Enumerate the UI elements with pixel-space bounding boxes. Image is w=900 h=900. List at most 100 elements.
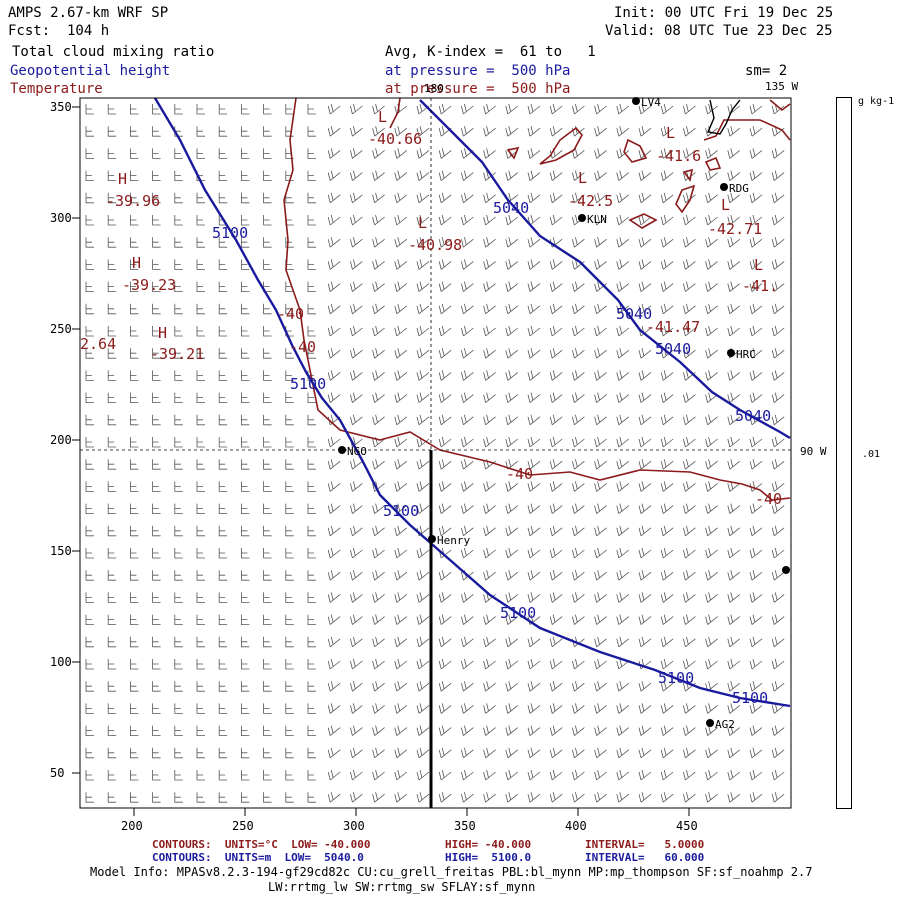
wind-barb	[660, 725, 674, 736]
station-label: HRC	[736, 348, 756, 361]
wind-barb	[483, 126, 496, 137]
wind-barb	[727, 503, 741, 514]
forecast-hour: Fcst: 104 h	[8, 23, 110, 39]
wind-barb	[660, 170, 674, 181]
wind-barb	[372, 725, 385, 736]
wind-barb	[638, 281, 652, 292]
wind-barb	[85, 614, 94, 625]
wind-barb	[394, 614, 408, 625]
wind-barb	[263, 659, 272, 670]
wind-barb	[727, 636, 741, 648]
wind-barb	[594, 126, 607, 137]
temperature-label: -39.23	[122, 276, 176, 294]
wind-barb	[307, 303, 316, 315]
wind-barb	[461, 681, 474, 692]
wind-barb	[660, 414, 674, 426]
wind-barb	[416, 103, 430, 115]
wind-barb	[85, 326, 94, 337]
wind-barb	[218, 459, 228, 470]
wind-barb	[327, 481, 341, 492]
wind-barb	[307, 104, 316, 115]
wind-barb	[727, 459, 741, 470]
wind-barb	[727, 769, 741, 781]
wind-barb	[483, 103, 496, 115]
wind-barb	[572, 414, 585, 426]
wind-barb	[327, 503, 341, 514]
wind-barb	[218, 592, 228, 603]
wind-barb	[660, 792, 674, 803]
wind-barb	[241, 259, 250, 270]
wind-barb	[107, 237, 117, 248]
wind-barb	[285, 481, 294, 492]
wind-barb	[152, 104, 161, 115]
wind-barb	[549, 614, 563, 625]
wind-barb	[241, 548, 250, 559]
wind-barb	[196, 592, 205, 603]
wind-barb	[394, 658, 408, 670]
wind-barb	[438, 259, 452, 270]
wind-barb	[438, 192, 452, 204]
height-contour-label: 5040	[735, 407, 771, 425]
wind-barb	[350, 525, 363, 537]
wind-barb	[416, 392, 430, 403]
wind-barb	[705, 570, 718, 581]
wind-barb	[372, 525, 385, 537]
wind-barb	[705, 525, 718, 537]
wind-barb	[152, 215, 161, 226]
wind-barb	[705, 436, 718, 448]
wind-barb	[107, 459, 117, 470]
wind-barb	[527, 348, 541, 359]
wind-barb	[505, 570, 519, 581]
field-height: Geopotential height	[10, 63, 171, 79]
wind-barb	[705, 769, 718, 781]
wind-barb	[152, 792, 161, 803]
wind-barb	[549, 414, 563, 426]
wind-barb	[483, 636, 496, 648]
wind-barb	[327, 192, 341, 204]
wind-barb	[307, 503, 316, 514]
wind-barb	[461, 214, 474, 226]
wind-barb	[683, 126, 696, 137]
wind-barb	[218, 614, 228, 625]
wind-barb	[327, 370, 341, 381]
wind-barb	[307, 636, 316, 648]
wind-barb	[683, 547, 696, 559]
wind-barb	[727, 170, 741, 181]
station-label: Henry	[437, 534, 470, 547]
wind-barb	[616, 392, 630, 403]
wind-barb	[549, 348, 563, 359]
wind-barb	[660, 681, 674, 692]
wind-barb	[372, 570, 385, 581]
wind-barb	[505, 214, 519, 226]
wind-barb	[285, 792, 294, 803]
wind-barb	[350, 192, 363, 204]
wind-barb	[285, 348, 294, 359]
wind-barb	[350, 103, 363, 115]
wind-barb	[327, 725, 341, 736]
wind-barb	[372, 414, 385, 426]
wind-barb	[107, 681, 117, 692]
wind-barb	[416, 126, 430, 137]
wind-barb	[152, 770, 161, 781]
wind-barb	[85, 437, 94, 448]
wind-barb	[327, 126, 341, 137]
wind-barb	[107, 148, 117, 159]
wind-barb	[350, 547, 363, 559]
wind-barb	[683, 570, 696, 581]
wind-barb	[107, 126, 117, 137]
wind-barb	[85, 681, 94, 692]
wind-barb	[372, 214, 385, 226]
height-contour-high: HIGH= 5100.0	[445, 851, 532, 864]
wind-barb	[683, 792, 696, 803]
wind-barb	[327, 170, 341, 181]
wind-barb	[107, 503, 117, 514]
wind-barb	[771, 325, 785, 337]
wind-barb	[572, 103, 585, 115]
wind-barb	[152, 747, 161, 759]
wind-barb	[394, 392, 408, 403]
wind-barb	[174, 570, 183, 581]
wind-barb	[263, 370, 272, 381]
wind-barb	[727, 725, 741, 736]
wind-barb	[130, 548, 139, 559]
wind-barb	[483, 348, 496, 359]
